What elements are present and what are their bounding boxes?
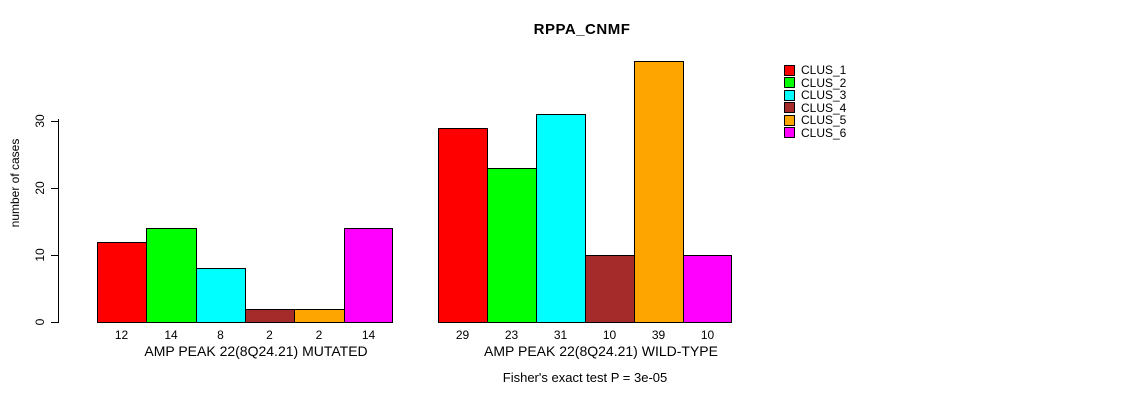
legend-label: CLUS_5 (801, 113, 847, 128)
bar-value-label: 10 (700, 328, 715, 342)
bar-wild-type-clus_6 (683, 255, 732, 323)
bar-mutated-clus_5 (294, 309, 345, 323)
bar-value-label: 39 (651, 328, 666, 342)
bar-mutated-clus_6 (344, 228, 393, 323)
fisher-test-annotation: Fisher's exact test P = 3e-05 (502, 370, 668, 385)
y-axis-line (58, 119, 59, 323)
bar-mutated-clus_2 (146, 228, 197, 323)
group-label-mutated: AMP PEAK 22(8Q24.21) MUTATED (144, 343, 368, 359)
chart-title: RPPA_CNMF (533, 21, 631, 38)
legend-swatch (784, 114, 795, 126)
y-axis-tick-label: 30 (33, 114, 47, 128)
y-axis-tick-label: 0 (33, 318, 47, 326)
bar-wild-type-clus_4 (585, 255, 635, 323)
y-axis-title: number of cases (8, 138, 22, 228)
bar-wild-type-clus_5 (634, 61, 684, 323)
y-axis-tick-label: 10 (33, 248, 47, 262)
legend-label: CLUS_4 (801, 100, 847, 115)
bar-wild-type-clus_1 (438, 128, 488, 323)
legend-item-clus_2: CLUS_2 (784, 77, 846, 90)
y-axis-tick (51, 322, 58, 323)
legend-label: CLUS_6 (801, 125, 847, 140)
legend-swatch (784, 127, 795, 139)
y-axis-tick (51, 121, 58, 122)
legend-swatch (784, 64, 795, 76)
legend-swatch (784, 89, 795, 101)
bar-value-label: 29 (455, 328, 470, 342)
legend-item-clus_6: CLUS_6 (784, 127, 846, 140)
bar-value-label: 10 (602, 328, 617, 342)
bar-value-label: 2 (266, 328, 273, 342)
legend-swatch (784, 102, 795, 114)
bar-value-label: 14 (164, 328, 178, 342)
bar-value-label: 31 (553, 328, 568, 342)
bar-mutated-clus_1 (97, 242, 147, 323)
bar-mutated-clus_4 (245, 309, 295, 323)
legend-label: CLUS_1 (801, 63, 847, 78)
legend-item-clus_3: CLUS_3 (784, 89, 846, 102)
legend-label: CLUS_2 (801, 75, 847, 90)
bar-value-label: 14 (361, 328, 376, 342)
bar-value-label: 23 (504, 328, 519, 342)
y-axis-tick (51, 188, 58, 189)
bar-value-label: 12 (114, 328, 129, 342)
legend: CLUS_1 CLUS_2 CLUS_3 CLUS_4 CLUS_5 CLUS_6 (784, 64, 846, 139)
bar-value-label: 8 (217, 328, 224, 342)
bar-value-label: 2 (315, 328, 323, 342)
legend-item-clus_5: CLUS_5 (784, 114, 846, 127)
legend-item-clus_4: CLUS_4 (784, 102, 846, 115)
bar-wild-type-clus_3 (536, 114, 586, 323)
legend-item-clus_1: CLUS_1 (784, 64, 846, 77)
y-axis-tick (51, 255, 58, 256)
group-label-wild-type: AMP PEAK 22(8Q24.21) WILD-TYPE (484, 343, 718, 359)
y-axis-tick-label: 20 (33, 181, 47, 195)
legend-label: CLUS_3 (801, 88, 847, 103)
bar-wild-type-clus_2 (487, 168, 537, 323)
bar-mutated-clus_3 (196, 268, 246, 323)
legend-swatch (784, 77, 795, 89)
